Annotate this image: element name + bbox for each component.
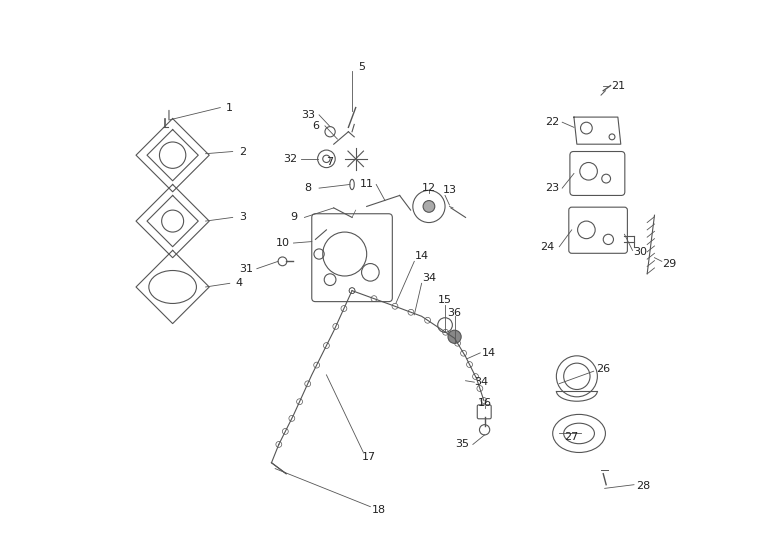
Text: 32: 32 bbox=[283, 154, 297, 164]
Text: 31: 31 bbox=[239, 264, 253, 274]
Text: 27: 27 bbox=[564, 432, 579, 442]
Text: 15: 15 bbox=[438, 295, 452, 305]
Text: 9: 9 bbox=[290, 213, 297, 222]
Text: 24: 24 bbox=[541, 242, 554, 252]
Text: 5: 5 bbox=[358, 62, 365, 72]
Text: 33: 33 bbox=[301, 110, 315, 120]
Text: 12: 12 bbox=[422, 183, 436, 193]
Text: 10: 10 bbox=[276, 238, 290, 248]
Text: 2: 2 bbox=[239, 146, 246, 157]
Text: 28: 28 bbox=[636, 481, 650, 491]
Text: 3: 3 bbox=[239, 213, 246, 222]
Text: 16: 16 bbox=[477, 397, 491, 408]
Circle shape bbox=[423, 200, 435, 213]
Text: 36: 36 bbox=[447, 307, 461, 317]
Text: 21: 21 bbox=[611, 81, 625, 91]
Text: 8: 8 bbox=[305, 183, 312, 193]
Text: 23: 23 bbox=[545, 183, 559, 193]
Text: 7: 7 bbox=[326, 157, 333, 167]
Text: 6: 6 bbox=[312, 121, 319, 131]
Text: 26: 26 bbox=[596, 364, 611, 374]
Text: 18: 18 bbox=[372, 505, 387, 516]
Text: 14: 14 bbox=[414, 251, 429, 261]
Text: 17: 17 bbox=[362, 452, 376, 462]
Text: 34: 34 bbox=[474, 377, 489, 387]
Text: 4: 4 bbox=[235, 278, 242, 288]
Text: 14: 14 bbox=[482, 348, 496, 358]
Circle shape bbox=[448, 330, 461, 343]
Text: 11: 11 bbox=[360, 179, 373, 189]
Text: 13: 13 bbox=[443, 185, 457, 195]
Text: 34: 34 bbox=[422, 273, 436, 283]
Text: 35: 35 bbox=[455, 439, 469, 449]
Text: 22: 22 bbox=[545, 117, 559, 127]
Text: 30: 30 bbox=[633, 247, 647, 257]
Text: 1: 1 bbox=[226, 103, 233, 113]
Text: 29: 29 bbox=[662, 258, 676, 269]
